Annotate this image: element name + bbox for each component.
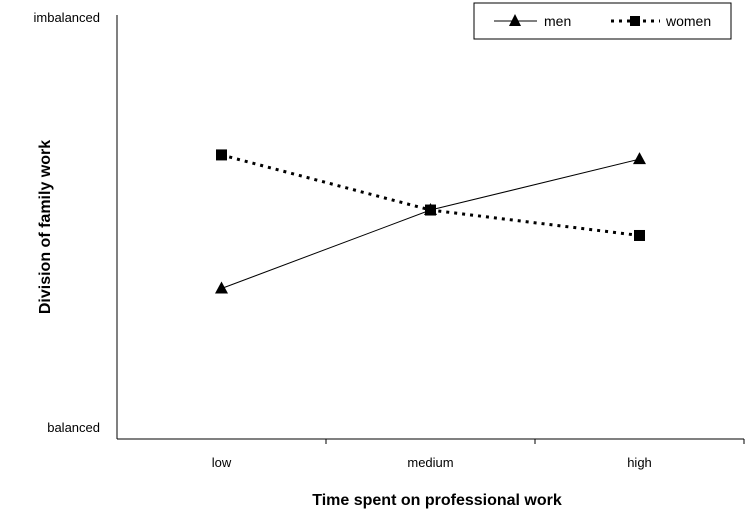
- data-point-women-low: [216, 149, 227, 161]
- x-ticks: low medium high: [212, 439, 745, 470]
- legend-men-label: men: [544, 13, 571, 29]
- legend-women-square-icon: [630, 16, 640, 26]
- y-axis-title: Division of family work: [37, 140, 54, 314]
- series-line-women: [221, 153, 640, 237]
- legend-women-label: women: [665, 13, 711, 29]
- legend: men women: [473, 2, 732, 40]
- series-line-men: [221, 158, 640, 289]
- series-layer: [215, 149, 646, 294]
- x-tick-label-high: high: [627, 455, 652, 470]
- data-point-men-high: [633, 152, 646, 165]
- data-point-women-high: [634, 229, 645, 241]
- legend-men-triangle-icon: [509, 14, 521, 26]
- x-axis-title: Time spent on professional work: [312, 492, 562, 509]
- x-tick-label-medium: medium: [407, 455, 453, 470]
- y-axis-label-bottom: balanced: [47, 420, 100, 435]
- x-tick-label-low: low: [212, 455, 232, 470]
- data-point-women-medium: [425, 204, 436, 216]
- data-point-men-low: [215, 281, 228, 294]
- y-axis-label-top: imbalanced: [34, 10, 101, 25]
